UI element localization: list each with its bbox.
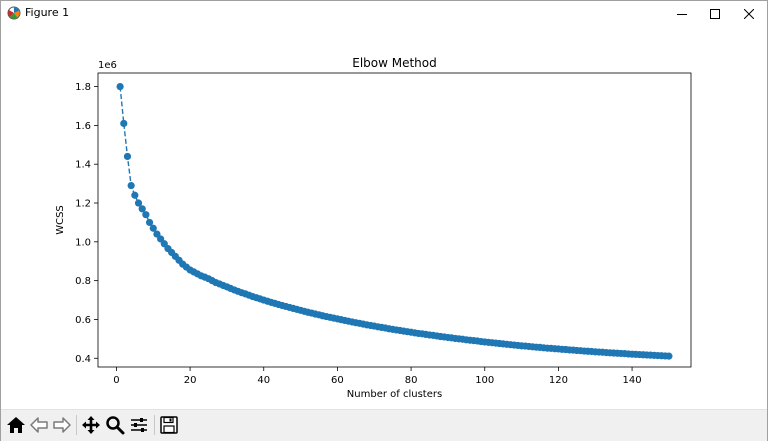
data-point bbox=[131, 191, 139, 199]
y-axis-label: WCSS bbox=[55, 205, 66, 235]
configure-subplots-button[interactable] bbox=[128, 413, 150, 437]
x-tick-label: 80 bbox=[405, 375, 418, 386]
y-tick-label: 0.6 bbox=[75, 315, 91, 326]
navigation-toolbar bbox=[1, 409, 767, 441]
x-axis-label: Number of clusters bbox=[347, 389, 442, 400]
y-tick-label: 1.6 bbox=[75, 121, 91, 132]
x-tick-label: 140 bbox=[623, 375, 642, 386]
back-button[interactable] bbox=[28, 413, 50, 437]
data-point bbox=[665, 352, 673, 360]
zoom-button[interactable] bbox=[104, 413, 126, 437]
y-tick-label: 0.4 bbox=[75, 354, 91, 365]
arrow-right-icon bbox=[53, 417, 71, 433]
data-point bbox=[127, 181, 135, 190]
x-tick-label: 0 bbox=[113, 375, 119, 386]
elbow-chart: 0 20 40 60 80 100 120 140 0.4 0.6 0.8 1.0 1.2 1.4 1.6 1… bbox=[55, 56, 692, 400]
y-tick-label: 0.8 bbox=[75, 276, 91, 287]
minimize-button[interactable] bbox=[665, 1, 699, 26]
sliders-icon bbox=[131, 418, 147, 432]
pan-button[interactable] bbox=[80, 413, 102, 437]
toolbar-separator bbox=[154, 415, 155, 435]
close-icon bbox=[744, 8, 754, 19]
matplotlib-logo-icon bbox=[7, 6, 21, 20]
data-point bbox=[145, 218, 154, 227]
data-point bbox=[138, 205, 146, 213]
y-axis-offset-label: 1e6 bbox=[98, 60, 117, 71]
home-button[interactable] bbox=[5, 413, 27, 437]
x-tick-label: 20 bbox=[184, 375, 197, 386]
x-tick-label: 40 bbox=[257, 375, 270, 386]
y-tick-label: 1.2 bbox=[75, 199, 91, 210]
y-tick-label: 1.0 bbox=[75, 237, 91, 248]
home-icon bbox=[7, 417, 25, 433]
plot-area bbox=[97, 72, 692, 368]
y-tick-label: 1.8 bbox=[75, 82, 91, 93]
x-tick-label: 100 bbox=[475, 375, 494, 386]
minimize-icon bbox=[677, 13, 687, 15]
data-point bbox=[116, 82, 124, 91]
y-tick-label: 1.4 bbox=[75, 160, 91, 171]
chart-title: Elbow Method bbox=[352, 56, 437, 70]
maximize-button[interactable] bbox=[698, 1, 732, 26]
close-button[interactable] bbox=[732, 1, 766, 26]
title-bar[interactable]: Figure 1 bbox=[1, 1, 767, 26]
floppy-disk-icon bbox=[160, 416, 178, 434]
data-point bbox=[142, 211, 150, 219]
figure-canvas[interactable]: 0 20 40 60 80 100 120 140 0.4 0.6 0.8 1.0 1.2 1.4 1.6 1… bbox=[1, 26, 767, 409]
arrow-left-icon bbox=[30, 417, 48, 433]
data-point bbox=[134, 199, 143, 207]
save-button[interactable] bbox=[158, 413, 180, 437]
data-point bbox=[149, 224, 157, 232]
window-title: Figure 1 bbox=[25, 6, 70, 19]
x-tick-label: 120 bbox=[549, 375, 568, 386]
maximize-icon bbox=[710, 8, 720, 19]
magnifier-icon bbox=[106, 416, 125, 435]
forward-button[interactable] bbox=[51, 413, 73, 437]
data-point bbox=[123, 152, 132, 161]
move-icon bbox=[82, 416, 100, 434]
data-point bbox=[120, 119, 128, 128]
x-tick-label: 60 bbox=[331, 375, 344, 386]
toolbar-separator bbox=[76, 415, 77, 435]
